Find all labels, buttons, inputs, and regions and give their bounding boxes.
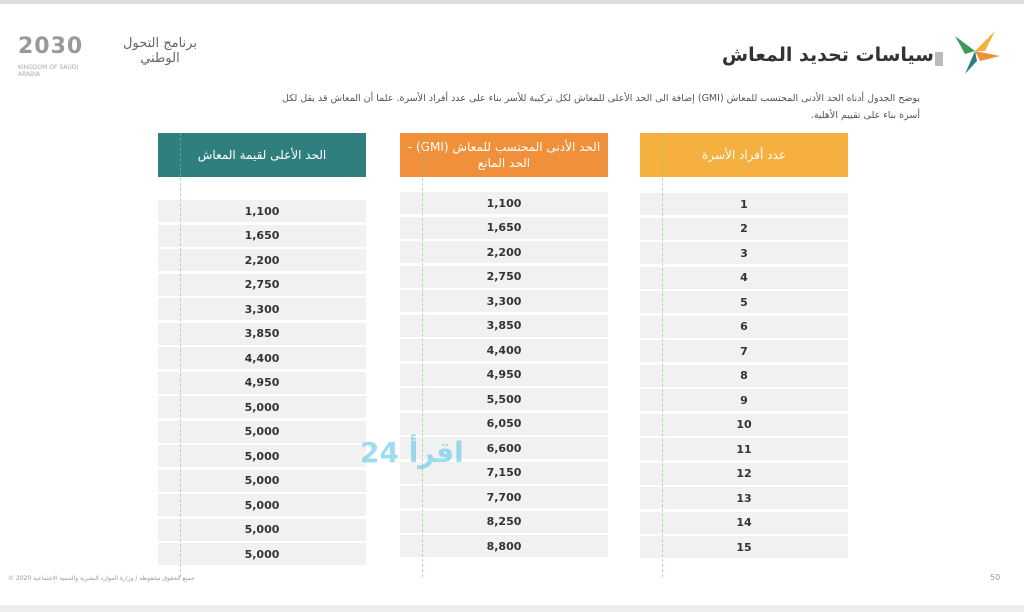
table-row: 6,050 [400,412,608,435]
table-row: 8,800 [400,535,608,557]
vision-subtitle: KINGDOM OF SAUDI ARABIA [18,64,79,78]
table-row: 4,400 [400,339,608,361]
table-row: 3,300 [400,290,608,312]
table-row: 1,650 [158,224,366,247]
table-row: 13 [640,487,848,509]
table-row: 5 [640,291,848,313]
table-row: 11 [640,438,848,460]
table-row: 8 [640,364,848,387]
table-row: 2,750 [400,265,608,288]
table-row: 7,150 [400,461,608,484]
table-row: 5,000 [158,445,366,467]
table-row: 4,950 [400,363,608,386]
table-row: 5,000 [158,420,366,443]
table-row: 4,400 [158,347,366,369]
table-row: 1,100 [158,200,366,222]
page-number: 50 [990,573,1001,582]
max-pension-column: الحد الأعلى لقيمة المعاش 1,100 1,650 2,200… [158,133,366,577]
table-row: 2,200 [158,249,366,271]
bottom-bar [0,605,1024,612]
table-row: 2,750 [158,273,366,296]
family-members-header: عدد أفراد الأسرة [640,133,848,577]
table-row: 5,000 [158,494,366,516]
table-row: 2,200 [400,241,608,263]
watermark: 24 اقرأ [360,436,464,469]
table-row: 1 [640,193,848,215]
gmi-column: الحد الأدنى المحتسب للمعاش (GMI) - الحد … [400,133,608,577]
table-row: 8,250 [400,510,608,533]
description: يوضح الجدول أدناه الحد الأدنى المحتسب لل… [281,93,920,121]
table-row: 5,500 [400,388,608,410]
table-row: 1,100 [400,192,608,214]
table-row: 6,600 [400,437,608,459]
copyright: جميع الحقوق محفوظة / وزارة الموارد البشر… [8,575,195,582]
top-bar [0,0,1024,4]
table-row: 15 [640,536,848,558]
table-row: 3 [640,242,848,264]
title-marker [935,52,943,66]
table-row: 2 [640,217,848,240]
program-logo: برنامج التحول الوطني [123,36,197,66]
table-row: 4 [640,266,848,289]
table-row: 5,000 [158,518,366,541]
table-row: 12 [640,462,848,485]
table-row: 5,000 [158,469,366,492]
page-title: سياسات تحديد المعاش [721,44,934,66]
table-row: 3,300 [158,298,366,320]
table-row: 9 [640,389,848,411]
table-row: 7,700 [400,486,608,508]
table-row: 3,850 [158,322,366,345]
gmi-header: الحد الأدنى المحتسب للمعاش (GMI) - الحد … [400,133,608,577]
table-row: 1,650 [400,216,608,239]
table-row: 3,850 [400,314,608,337]
table-row: 4,950 [158,371,366,394]
table-row: 6 [640,315,848,338]
table-row: 10 [640,413,848,436]
max-pension-header: الحد الأعلى لقيمة المعاش [158,133,366,577]
table-row: 5,000 [158,543,366,565]
family-members-column: عدد أفراد الأسرة 1 2 3 4 5 6 7 8 9 10 11 12 13 14 15 [640,133,848,577]
table-row: 7 [640,340,848,362]
ministry-logo-icon [955,31,1000,74]
vision-2030-logo: 2030 [18,34,84,59]
table-row: 14 [640,511,848,534]
table-row: 5,000 [158,396,366,418]
